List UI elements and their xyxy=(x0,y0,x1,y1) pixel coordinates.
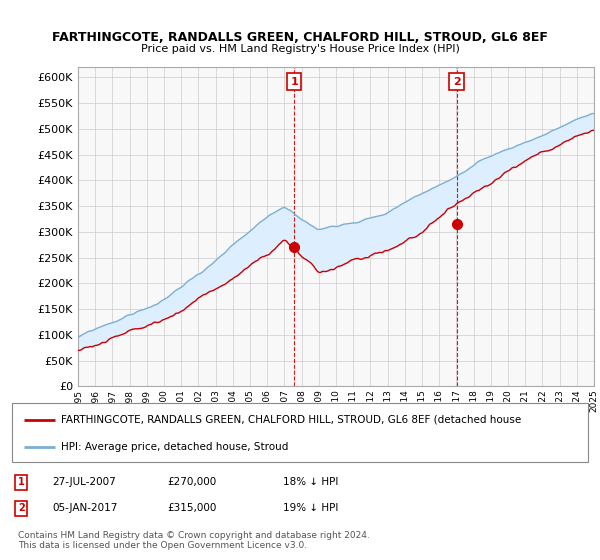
Text: 1: 1 xyxy=(290,77,298,87)
Text: HPI: Average price, detached house, Stroud: HPI: Average price, detached house, Stro… xyxy=(61,442,289,452)
Text: Price paid vs. HM Land Registry's House Price Index (HPI): Price paid vs. HM Land Registry's House … xyxy=(140,44,460,54)
Text: 19% ↓ HPI: 19% ↓ HPI xyxy=(283,503,338,514)
Text: 2: 2 xyxy=(452,77,460,87)
Text: 18% ↓ HPI: 18% ↓ HPI xyxy=(283,477,338,487)
Text: FARTHINGCOTE, RANDALLS GREEN, CHALFORD HILL, STROUD, GL6 8EF: FARTHINGCOTE, RANDALLS GREEN, CHALFORD H… xyxy=(52,31,548,44)
Text: Contains HM Land Registry data © Crown copyright and database right 2024.
This d: Contains HM Land Registry data © Crown c… xyxy=(18,531,370,550)
Text: £315,000: £315,000 xyxy=(167,503,217,514)
Text: 2: 2 xyxy=(18,503,25,514)
Text: FARTHINGCOTE, RANDALLS GREEN, CHALFORD HILL, STROUD, GL6 8EF (detached house: FARTHINGCOTE, RANDALLS GREEN, CHALFORD H… xyxy=(61,414,521,424)
Text: 05-JAN-2017: 05-JAN-2017 xyxy=(52,503,118,514)
Text: 27-JUL-2007: 27-JUL-2007 xyxy=(52,477,116,487)
Text: £270,000: £270,000 xyxy=(167,477,217,487)
Text: 1: 1 xyxy=(18,477,25,487)
